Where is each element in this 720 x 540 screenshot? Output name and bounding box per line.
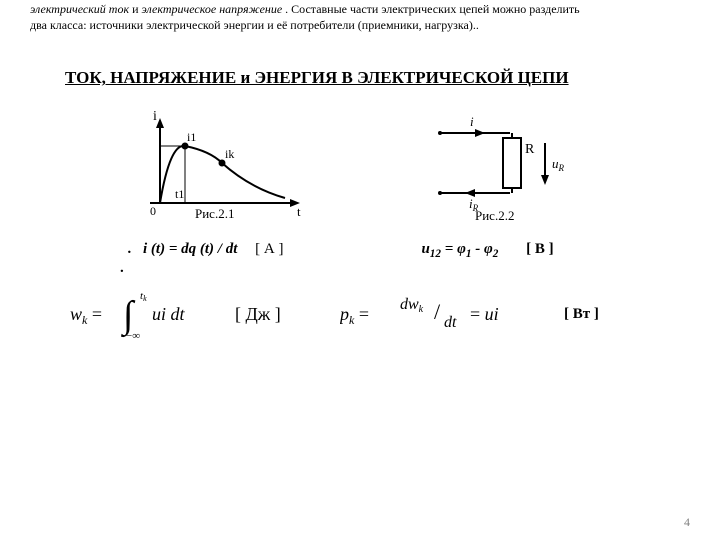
energy-row: wk = ∫ tk −∞ ui dt [ Дж ] pk = dwk / dt … — [0, 287, 720, 342]
svg-text:R: R — [525, 142, 535, 157]
power-unit: [ Вт ] — [564, 306, 599, 323]
svg-text:[ Дж ]: [ Дж ] — [235, 304, 281, 324]
svg-text:= ui: = ui — [470, 304, 499, 324]
figures-row: i t i1 ik t1 0 Рис.2.1 i R iR — [0, 108, 720, 223]
svg-text:t1: t1 — [175, 187, 184, 201]
svg-text:−∞: −∞ — [126, 330, 140, 342]
power-formula: pk = dwk / dt = ui — [340, 287, 550, 342]
intro-italic-2: электрическое напряжение — [142, 2, 283, 16]
svg-text:Рис.2.2: Рис.2.2 — [475, 208, 514, 223]
svg-text:Рис.2.1: Рис.2.1 — [195, 206, 234, 221]
figure-2-1: i t i1 ik t1 0 Рис.2.1 — [125, 108, 310, 223]
svg-text:t: t — [297, 204, 301, 219]
svg-text:wk =: wk = — [70, 304, 102, 327]
svg-text:ik: ik — [225, 147, 234, 161]
svg-text:/: / — [434, 299, 441, 324]
svg-text:i1: i1 — [187, 130, 196, 144]
current-formula: . i (t) = dq (t) / dt [ А ] — [128, 241, 283, 260]
svg-text:ui dt: ui dt — [152, 304, 186, 324]
circuit-diagram: i R iR uR Рис.2.2 — [425, 108, 580, 223]
page-number: 4 — [684, 515, 690, 530]
svg-text:tk: tk — [140, 290, 147, 303]
figure-2-2: i R iR uR Рис.2.2 — [425, 108, 580, 223]
svg-text:i: i — [470, 114, 474, 129]
svg-text:i: i — [153, 109, 157, 124]
voltage-formula: u12 = φ1 - φ2 [ В ] — [421, 241, 553, 260]
energy-formula: wk = ∫ tk −∞ ui dt [ Дж ] — [70, 287, 290, 342]
formula-row-1: . i (t) = dq (t) / dt [ А ] u12 = φ1 - φ… — [0, 241, 720, 260]
intro-text: электрический ток и электрическое напряж… — [0, 0, 720, 33]
section-heading: ТОК, НАПРЯЖЕНИЕ и ЭНЕРГИЯ В ЭЛЕКТРИЧЕСКО… — [65, 68, 720, 88]
svg-text:0: 0 — [150, 204, 156, 218]
curve-plot: i t i1 ik t1 0 Рис.2.1 — [125, 108, 310, 223]
svg-text:pk =: pk = — [340, 304, 369, 327]
svg-text:uR: uR — [552, 156, 565, 173]
intro-italic-1: электрический ток — [30, 2, 129, 16]
svg-text:dwk: dwk — [400, 296, 424, 315]
svg-text:dt: dt — [444, 314, 457, 331]
dot-line: . — [120, 260, 720, 277]
